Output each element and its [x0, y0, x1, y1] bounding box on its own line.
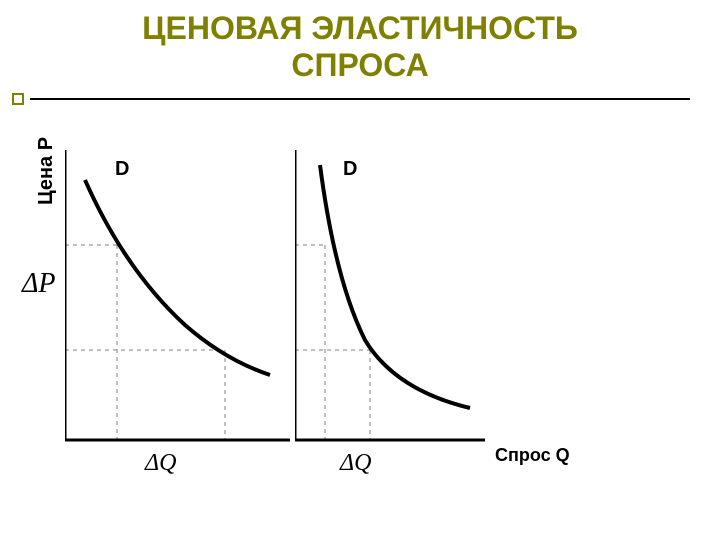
curve-label-d: D — [343, 158, 357, 181]
chart-left-svg — [65, 150, 290, 480]
delta-p-label: ΔP — [22, 268, 56, 300]
title-line-2: СПРОСА — [0, 47, 720, 84]
bullet-square-icon — [12, 93, 24, 105]
slide-root: ЦЕНОВАЯ ЭЛАСТИЧНОСТЬ СПРОСА Цена P ΔP D … — [0, 0, 720, 540]
curve-label-d: D — [115, 158, 129, 181]
delta-q-label-left: ΔQ — [145, 450, 176, 477]
demand-curve — [320, 165, 470, 408]
chart-left: D ΔQ — [65, 150, 290, 480]
demand-curve — [85, 180, 270, 375]
page-title: ЦЕНОВАЯ ЭЛАСТИЧНОСТЬ СПРОСА — [0, 10, 720, 84]
title-line-1: ЦЕНОВАЯ ЭЛАСТИЧНОСТЬ — [0, 10, 720, 47]
y-axis-label: Цена P — [35, 137, 58, 205]
chart-right-svg — [295, 150, 485, 480]
delta-q-label-right: ΔQ — [340, 450, 371, 477]
chart-right: D ΔQ — [295, 150, 485, 480]
x-axis-label: Спрос Q — [495, 445, 570, 466]
title-underline — [30, 98, 690, 100]
